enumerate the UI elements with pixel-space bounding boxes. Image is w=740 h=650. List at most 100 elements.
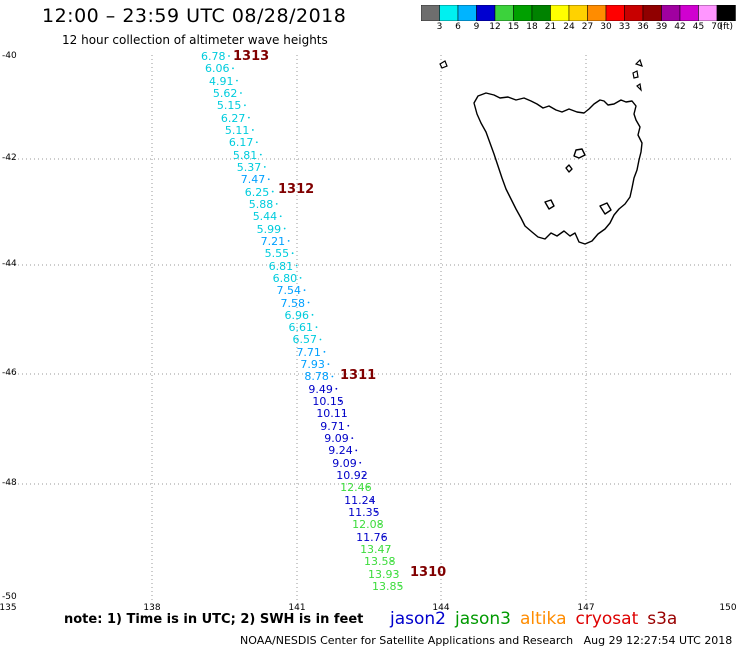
wave-height-reading: 6.17 xyxy=(228,136,254,150)
track-dot xyxy=(251,129,254,131)
track-dot xyxy=(228,55,230,57)
lat-label: -48 xyxy=(2,478,17,488)
colorbar-swatch xyxy=(716,5,736,21)
wave-height-reading: 4.91 xyxy=(208,74,234,88)
lon-label: 150 xyxy=(719,603,737,613)
colorbar-label: 70 xyxy=(711,22,723,32)
colorbar-label: 6 xyxy=(455,22,461,32)
wave-height-reading: 8.78 xyxy=(304,370,329,384)
colorbar-labels: 3 6 9 12 15 18 21 24 27 30 33 36 39 42 45 70 (ft) xyxy=(421,22,740,36)
track-dot xyxy=(232,67,234,70)
track-dot xyxy=(355,449,358,452)
colorbar-label: 9 xyxy=(473,22,480,32)
colorbar-label: 21 xyxy=(544,22,557,32)
satellite-legend: jason2 jason3 altika cryosat s3a xyxy=(390,609,686,629)
track-dot xyxy=(367,486,370,489)
wave-height-reading: 6.57 xyxy=(292,333,317,347)
track-dot xyxy=(399,585,401,587)
wave-height-reading: 7.58 xyxy=(280,296,306,310)
track-dot xyxy=(236,79,238,82)
track-dot xyxy=(343,412,346,415)
track-dot xyxy=(279,215,282,218)
track-dot xyxy=(371,498,374,501)
wave-height-reading: 5.55 xyxy=(264,247,290,261)
wave-height-reading: 11.76 xyxy=(356,530,388,544)
wave-height-reading: 10.11 xyxy=(316,407,348,421)
wave-height-reading: 5.44 xyxy=(252,210,278,224)
track-dot xyxy=(351,437,354,439)
track-dot xyxy=(359,461,362,464)
lon-label: 135 xyxy=(0,603,17,613)
wave-height-reading: 11.24 xyxy=(344,493,376,507)
rev-label: 1312 xyxy=(278,182,315,197)
land-outline-tasmania xyxy=(473,92,643,245)
legend-jason3: jason3 xyxy=(455,609,511,629)
wave-height-reading: 9.49 xyxy=(308,382,333,396)
lat-label: -46 xyxy=(2,368,17,378)
track-dot xyxy=(291,252,294,255)
lat-label: -42 xyxy=(2,153,17,163)
rev-label: 1310 xyxy=(410,565,447,580)
wave-height-reading: 7.71 xyxy=(296,345,321,359)
lon-label: 138 xyxy=(143,603,161,613)
wave-height-reading: 12.08 xyxy=(352,518,384,532)
wave-height-reading: 7.93 xyxy=(300,358,325,372)
track-dot xyxy=(391,560,393,563)
track-dot xyxy=(311,313,314,316)
track-dot xyxy=(247,116,250,119)
wave-height-reading: 5.11 xyxy=(224,123,250,137)
colorbar-label: 42 xyxy=(674,22,686,32)
track-dot xyxy=(331,375,334,378)
wave-height-reading: 6.81 xyxy=(268,259,294,273)
track-dot xyxy=(363,474,366,476)
wave-height-reading: 13.47 xyxy=(360,543,392,557)
track-dot xyxy=(263,166,266,168)
wave-height-reading: 9.09 xyxy=(324,432,349,446)
colorbar-label: 36 xyxy=(637,22,649,32)
wave-height-reading: 11.35 xyxy=(348,506,380,520)
track-dot xyxy=(387,548,389,550)
wave-height-reading: 6.06 xyxy=(204,62,230,76)
track-dot xyxy=(255,141,258,144)
wave-height-reading: 13.58 xyxy=(364,555,396,569)
track-dot xyxy=(383,535,385,538)
track-dot xyxy=(307,301,310,304)
wave-height-reading: 7.21 xyxy=(260,234,286,248)
track-dot xyxy=(271,190,274,193)
wave-height-reading: 6.78 xyxy=(201,50,226,63)
track-dot xyxy=(295,264,298,267)
colorbar-label: 39 xyxy=(655,22,668,32)
track-dot xyxy=(327,363,330,366)
colorbar-label: 27 xyxy=(581,22,594,32)
wave-height-reading: 9.24 xyxy=(328,444,353,458)
track-dot xyxy=(240,92,242,94)
track-dot xyxy=(347,424,350,427)
legend-s3a: s3a xyxy=(647,609,678,629)
track-dot xyxy=(303,289,306,292)
track-dot xyxy=(287,239,290,242)
colorbar-label: 12 xyxy=(489,22,501,32)
wave-height-reading: 5.62 xyxy=(212,86,238,100)
wave-height-reading: 5.99 xyxy=(256,222,282,236)
track-dot xyxy=(395,572,397,575)
wave-height-reading: 7.54 xyxy=(276,284,302,298)
track-dot xyxy=(267,178,270,181)
colorbar-label: 45 xyxy=(692,22,705,32)
track-dot xyxy=(315,326,318,329)
land-islands xyxy=(439,58,643,92)
track-dot xyxy=(379,523,382,526)
wave-height-reading: 13.85 xyxy=(372,580,404,593)
footer-source: NOAA/NESDIS Center for Satellite Applica… xyxy=(240,634,574,647)
lon-label: 144 xyxy=(432,603,450,613)
wave-height-reading: 13.93 xyxy=(368,567,400,581)
colorbar-label: (ft) xyxy=(719,22,734,32)
wave-height-reading: 9.09 xyxy=(332,456,357,470)
track-dot xyxy=(323,350,326,353)
legend-cryosat: cryosat xyxy=(575,609,639,629)
wave-height-reading: 5.81 xyxy=(232,148,258,162)
chart-subtitle: 12 hour collection of altimeter wave hei… xyxy=(62,33,328,47)
colorbar-label: 15 xyxy=(507,22,520,32)
track-dot xyxy=(299,276,302,279)
lon-label: 147 xyxy=(577,603,595,613)
